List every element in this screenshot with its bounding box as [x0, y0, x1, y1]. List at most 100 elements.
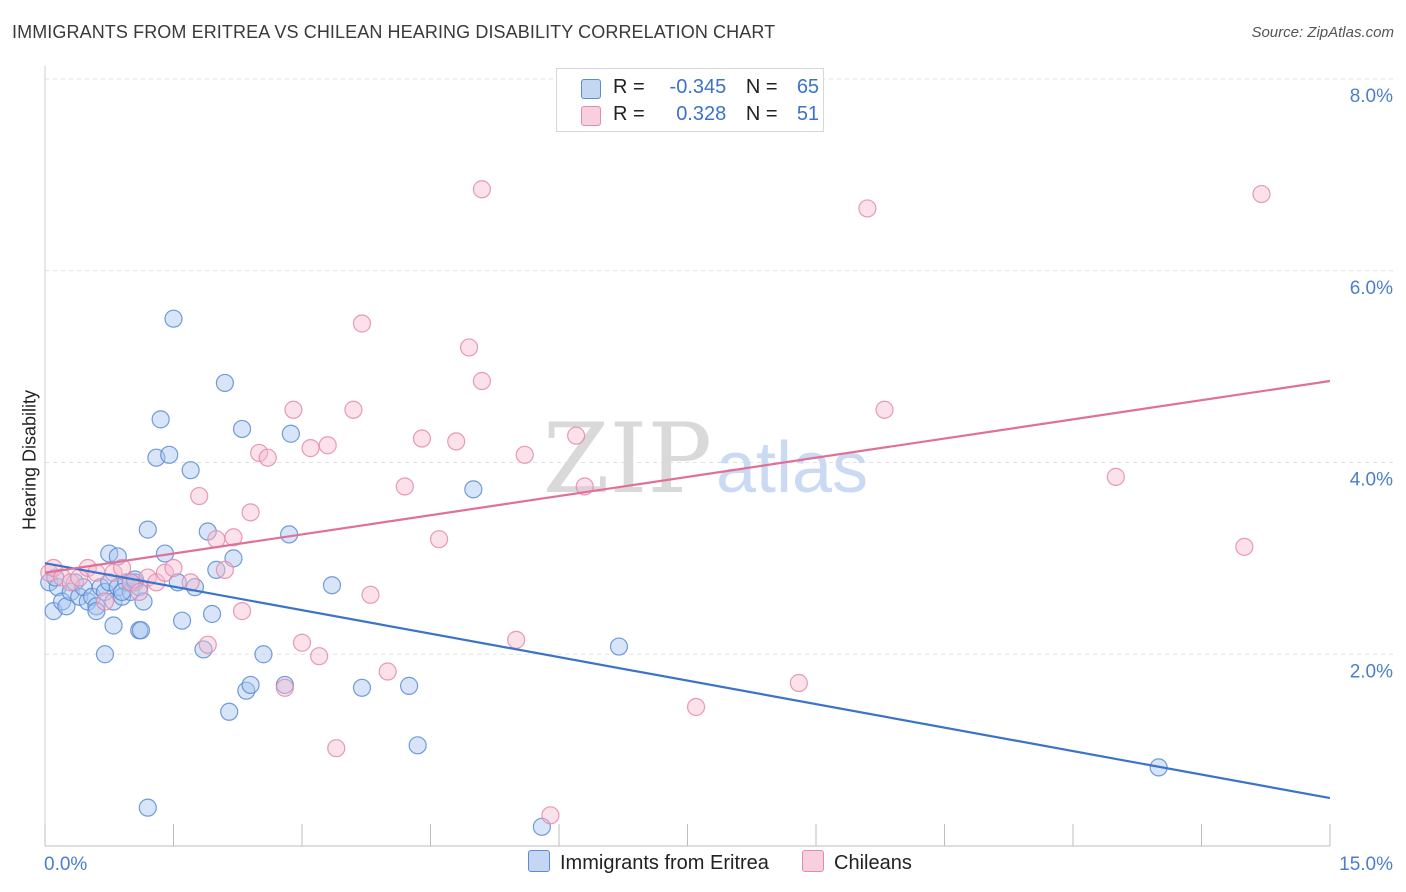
chilean-point	[344, 400, 363, 419]
eritrea-point	[134, 592, 153, 611]
eritrea-point	[138, 798, 157, 817]
chilean-point	[95, 592, 115, 611]
eritrea-point	[322, 576, 342, 595]
chilean-point	[541, 806, 560, 825]
chilean-point	[412, 429, 432, 448]
eritrea-point	[57, 597, 76, 616]
tick-labels: 2.0% 4.0% 6.0% 8.0% 0.0% 15.0%	[44, 86, 1393, 875]
eritrea-point	[131, 621, 151, 640]
chilean-point	[258, 448, 277, 467]
y-axis-label: Hearing Disability	[19, 389, 40, 531]
eritrea-point	[172, 611, 192, 630]
chilean-point	[686, 697, 706, 717]
chilean-point	[327, 739, 346, 758]
chilean-point	[61, 573, 80, 592]
eritrea-point	[95, 645, 115, 664]
trend-lines	[44, 379, 1331, 800]
grid-lines	[45, 78, 1395, 655]
eritrea-point	[232, 419, 252, 439]
chilean-point	[459, 338, 479, 357]
chilean-point	[224, 528, 243, 547]
legend-n-value: 51	[796, 103, 820, 125]
source-label: Source: ZipAtlas.com	[1251, 24, 1394, 41]
bottom-legend-swatch-blue	[528, 850, 550, 872]
y-tick-label: 4.0%	[1350, 470, 1393, 491]
legend-n-label: N =	[745, 76, 778, 98]
eritrea-point	[609, 637, 629, 656]
chilean-point	[241, 503, 260, 522]
y-tick-label: 2.0%	[1350, 661, 1393, 682]
eritrea-point	[164, 309, 183, 328]
chilean-point	[292, 633, 312, 652]
chilean-point	[875, 400, 894, 419]
eritrea-point	[87, 597, 106, 616]
eritrea-point	[241, 675, 260, 695]
eritrea-point	[464, 480, 483, 499]
chilean-point	[198, 635, 217, 654]
eritrea-point	[160, 445, 179, 464]
eritrea-point	[181, 461, 200, 480]
chilean-point	[284, 400, 303, 419]
chilean-trend-line	[44, 379, 1331, 574]
eritrea-point	[220, 702, 239, 721]
legend-r-label: R =	[613, 103, 645, 125]
chilean-point	[472, 371, 491, 391]
legend-text-chileans: R = 0.328 N = 51	[613, 103, 819, 126]
chilean-point	[164, 558, 183, 578]
chilean-point	[352, 314, 372, 333]
chilean-point	[318, 436, 337, 455]
eritrea-point	[281, 424, 300, 443]
eritrea-point	[408, 736, 427, 755]
legend-r-label: R =	[613, 76, 645, 98]
y-tick-label: 8.0%	[1350, 86, 1393, 107]
legend-text-eritrea: R = -0.345 N = 65	[613, 76, 819, 99]
eritrea-point	[70, 587, 89, 606]
eritrea-point	[215, 373, 234, 393]
legend-n-value: 65	[796, 76, 820, 98]
chilean-point	[789, 673, 808, 693]
eritrea-point	[104, 616, 123, 635]
chilean-point	[301, 439, 320, 458]
chilean-point	[429, 530, 449, 549]
eritrea-point	[202, 604, 222, 624]
eritrea-point	[138, 520, 157, 539]
bottom-legend-label-eritrea: Immigrants from Eritrea	[560, 852, 769, 874]
legend-swatch-blue	[581, 79, 601, 99]
bottom-legend-eritrea: Immigrants from Eritrea	[528, 850, 769, 875]
eritrea-trend-line	[44, 562, 1331, 800]
correlation-legend: R = -0.345 N = 65 R = 0.328 N = 51	[556, 68, 824, 132]
eritrea-point	[254, 645, 273, 664]
chilean-point	[567, 426, 586, 445]
legend-swatch-pink	[581, 106, 601, 126]
bottom-legend-swatch-pink	[802, 850, 824, 872]
axes	[44, 66, 1331, 847]
y-tick-label: 6.0%	[1350, 278, 1393, 299]
chilean-point	[130, 582, 149, 602]
eritrea-point	[399, 676, 419, 695]
eritrea-point	[352, 678, 372, 697]
chilean-point	[232, 602, 252, 621]
chilean-point	[507, 630, 526, 649]
bottom-legend-chileans: Chileans	[802, 850, 912, 875]
chilean-point	[378, 662, 397, 681]
chart-title: IMMIGRANTS FROM ERITREA VS CHILEAN HEARI…	[12, 22, 776, 42]
chilean-point	[395, 477, 414, 496]
chilean-point	[1106, 467, 1125, 486]
legend-r-value: -0.345	[669, 76, 727, 98]
chilean-point	[515, 445, 534, 464]
series-chileans-points	[40, 180, 1271, 825]
chilean-point	[207, 530, 226, 549]
chilean-point	[155, 563, 175, 582]
chilean-point	[215, 560, 234, 579]
legend-r-value: 0.328	[676, 103, 727, 125]
series-eritrea-points	[40, 309, 1168, 836]
bottom-legend-label-chileans: Chileans	[834, 852, 912, 874]
eritrea-point	[112, 587, 132, 606]
chilean-point	[472, 180, 491, 199]
chilean-point	[447, 432, 466, 451]
eritrea-point	[151, 410, 170, 429]
x-tick-label: 0.0%	[44, 854, 87, 875]
chilean-point	[250, 443, 269, 463]
chilean-point	[1235, 537, 1254, 556]
